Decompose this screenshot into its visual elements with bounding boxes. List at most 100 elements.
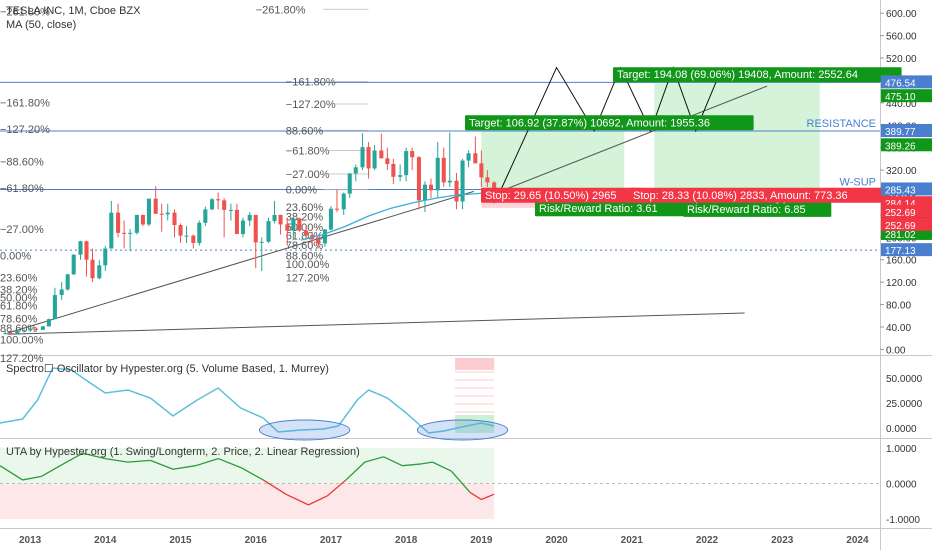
uta-line-segment bbox=[421, 461, 433, 465]
oscillator-tick-label: 0.0000 bbox=[886, 424, 917, 435]
candle-body bbox=[216, 199, 221, 201]
candle-body bbox=[316, 239, 321, 244]
candle-body bbox=[153, 198, 158, 214]
y-tick-label: 0.00 bbox=[886, 345, 906, 356]
uta-legend: UTA by Hypester.org (1. Swing/Longterm, … bbox=[6, 446, 360, 458]
stop-label-box bbox=[629, 187, 888, 203]
candle-body bbox=[159, 213, 164, 215]
fib-level-label: 78.60% bbox=[286, 240, 324, 252]
candle-body bbox=[9, 333, 14, 335]
candle-body bbox=[422, 184, 427, 201]
price-tag-label: 285.43 bbox=[885, 185, 916, 196]
uta-line-segment bbox=[105, 457, 128, 463]
fib-level-label: 127.20% bbox=[286, 273, 330, 285]
candle-body bbox=[473, 153, 478, 164]
uta-line-segment bbox=[150, 459, 174, 470]
candle-body bbox=[52, 295, 57, 320]
candle-body bbox=[454, 180, 459, 202]
x-tick-label: 2017 bbox=[320, 535, 343, 546]
candle-body bbox=[391, 163, 396, 177]
candle-body bbox=[140, 214, 145, 225]
level-label: W-SUP bbox=[840, 176, 876, 188]
oscillator-line bbox=[0, 367, 495, 434]
price-tag bbox=[881, 138, 932, 152]
y-tick-label: 320.00 bbox=[886, 166, 917, 177]
oscillator-legend: Spectro☐ Oscillator by Hypester.org (5. … bbox=[6, 363, 329, 375]
candle-body bbox=[479, 163, 484, 178]
x-tick-label: 2024 bbox=[846, 535, 869, 546]
uta-line-segment bbox=[195, 457, 219, 467]
uta-line-segment bbox=[432, 461, 452, 472]
moving-average-line bbox=[300, 190, 495, 241]
uta-line-segment bbox=[481, 493, 495, 501]
price-tag-label: 252.69 bbox=[885, 221, 916, 232]
uta-line-segment bbox=[262, 479, 287, 495]
candle-body bbox=[398, 175, 403, 177]
oscillator-tick-label: 25.0000 bbox=[886, 399, 923, 410]
candle-body bbox=[28, 328, 33, 331]
y-tick-label: 600.00 bbox=[886, 9, 917, 20]
candle-body bbox=[134, 214, 139, 233]
candle-body bbox=[109, 212, 114, 249]
uta-line-segment bbox=[450, 470, 471, 493]
candle-body bbox=[90, 259, 95, 279]
candle-body bbox=[178, 225, 183, 236]
open-pnl-label: Risk/Reward Ratio: 6.85 bbox=[687, 204, 806, 216]
candle-body bbox=[234, 209, 239, 234]
candle-body bbox=[447, 180, 452, 183]
fib-level-label: −88.60% bbox=[0, 157, 44, 169]
candle-body bbox=[278, 214, 283, 225]
target-zone bbox=[481, 131, 625, 192]
price-tag-label: 284.14 bbox=[885, 199, 916, 210]
stop-label: Stop: 29.65 (10.50%) 2965 bbox=[485, 190, 616, 202]
price-tag-label: 177.13 bbox=[885, 246, 916, 257]
uta-line-segment bbox=[59, 452, 84, 467]
target-label: Target: 194.08 (69.06%) 19408, Amount: 2… bbox=[617, 69, 858, 81]
price-tag bbox=[881, 243, 932, 257]
fib-level-label: 78.60% bbox=[0, 314, 38, 326]
stop-label: Stop: 28.33 (10.08%) 2833, Amount: 773.3… bbox=[633, 190, 848, 202]
uta-line-segment bbox=[240, 466, 264, 481]
candle-body bbox=[460, 160, 465, 202]
candle-body bbox=[253, 214, 258, 243]
candle-body bbox=[165, 212, 170, 215]
candle-body bbox=[259, 241, 264, 243]
price-tag bbox=[881, 124, 932, 138]
candle-body bbox=[291, 218, 296, 231]
candle-body bbox=[203, 209, 208, 223]
fib-level-label: 50.00% bbox=[0, 292, 38, 304]
price-tag bbox=[881, 204, 932, 218]
fib-level-label: 100.00% bbox=[0, 334, 44, 346]
uta-line-segment bbox=[172, 465, 196, 470]
price-tag bbox=[881, 75, 932, 89]
candle-body bbox=[46, 319, 51, 327]
fib-level-label: −127.20% bbox=[0, 124, 50, 136]
uta-line-segment bbox=[308, 495, 328, 506]
chart-title: TESLA INC, 1M, Cboe BZX bbox=[6, 5, 141, 17]
fib-level-label: −127.20% bbox=[286, 99, 336, 111]
candle-body bbox=[71, 254, 76, 275]
candle-body bbox=[40, 326, 45, 330]
candle-body bbox=[272, 214, 277, 222]
uta-line-segment bbox=[217, 457, 241, 469]
candle-body bbox=[172, 212, 177, 226]
candle-body bbox=[416, 157, 421, 201]
fib-level-label: −27.00% bbox=[286, 169, 330, 181]
stop-label-box bbox=[481, 187, 642, 203]
open-pnl-label: Risk/Reward Ratio: 3.61 bbox=[539, 203, 658, 215]
x-tick-label: 2013 bbox=[19, 535, 42, 546]
candle-body bbox=[385, 158, 390, 164]
y-tick-label: 520.00 bbox=[886, 54, 917, 65]
x-tick-label: 2022 bbox=[696, 535, 719, 546]
target-zone bbox=[654, 83, 820, 192]
target-label-box bbox=[465, 115, 754, 131]
uta-line-segment bbox=[285, 493, 309, 506]
candle-body bbox=[22, 330, 27, 332]
uta-tick-label: 1.0000 bbox=[886, 444, 917, 455]
ma-legend: MA (50, close) bbox=[6, 19, 77, 31]
fib-level-label: −261.80% bbox=[0, 7, 50, 19]
trendline bbox=[7, 312, 745, 335]
candle-body bbox=[353, 167, 358, 174]
candle-body bbox=[428, 184, 434, 191]
